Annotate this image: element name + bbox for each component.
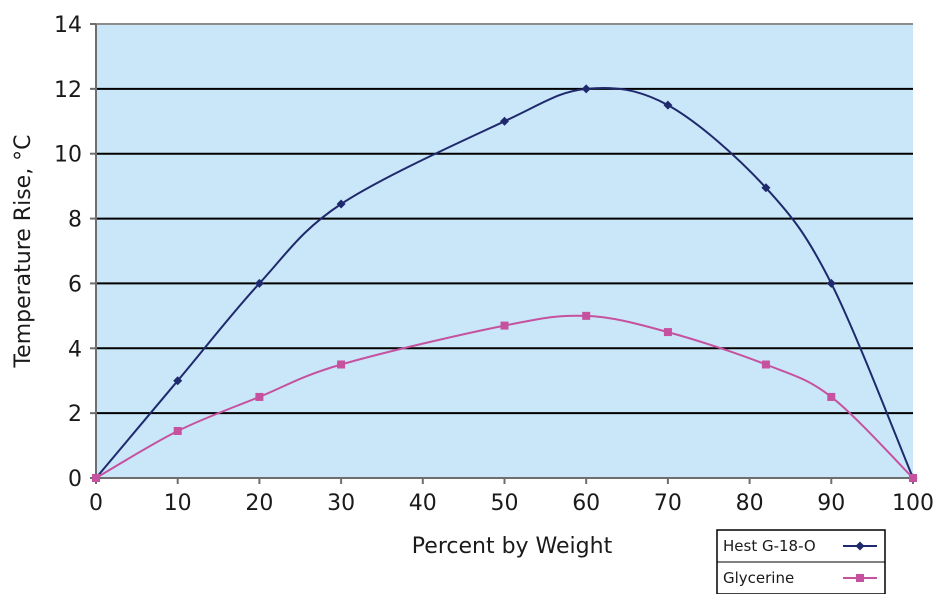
y-tick-label: 8: [68, 208, 82, 233]
y-tick-label: 4: [68, 337, 82, 362]
data-point: [500, 116, 509, 126]
x-tick-label: 10: [164, 491, 192, 516]
series-glycerine: [92, 311, 917, 482]
y-tick-label: 0: [68, 467, 82, 492]
tick-labels: 0 2 4 6 8 10 12 14 0 10 20 30 40 50 60 70 80 90 100: [54, 13, 934, 516]
data-point: [761, 183, 771, 193]
data-point: [92, 474, 100, 482]
legend-marker: [856, 574, 864, 582]
legend-entry: Hest G-18-O: [723, 537, 877, 555]
x-tick-label: 70: [654, 491, 682, 516]
y-axis-title: Temperature Rise, °C: [11, 134, 36, 368]
x-tick-label: 30: [327, 491, 355, 516]
series-layer: [91, 84, 918, 483]
legend-marker: [855, 541, 865, 551]
y-tick-label: 12: [54, 78, 82, 103]
data-point: [336, 199, 346, 209]
data-point: [173, 426, 182, 435]
legend: Hest G-18-O Glycerine: [716, 529, 886, 594]
legend-label: Glycerine: [723, 569, 794, 587]
series-line: [95, 86, 914, 479]
x-tick-label: 0: [89, 491, 103, 516]
data-point: [909, 474, 917, 482]
axes: [90, 23, 914, 484]
data-point: [827, 392, 836, 401]
x-tick-label: 40: [409, 491, 437, 516]
data-point: [826, 278, 836, 288]
gridlines: [96, 23, 913, 415]
plot-area: [96, 24, 913, 478]
y-tick-label: 2: [68, 402, 82, 427]
data-point: [761, 360, 770, 369]
data-point: [337, 360, 346, 369]
data-point: [254, 278, 264, 288]
legend-entry: Glycerine: [723, 569, 877, 587]
data-point: [663, 100, 673, 110]
y-tick-label: 6: [68, 272, 82, 297]
data-point: [582, 311, 591, 320]
x-tick-label: 80: [736, 491, 764, 516]
data-point: [255, 392, 264, 401]
series-line: [95, 314, 914, 479]
data-point: [581, 84, 591, 94]
x-axis-title: Percent by Weight: [412, 534, 613, 559]
x-tick-label: 50: [491, 491, 519, 516]
x-tick-label: 20: [245, 491, 273, 516]
x-tick-label: 60: [572, 491, 600, 516]
y-tick-label: 14: [54, 13, 82, 38]
x-tick-label: 90: [817, 491, 845, 516]
x-tick-label: 100: [892, 491, 934, 516]
y-tick-label: 10: [54, 143, 82, 168]
data-point: [173, 376, 183, 386]
legend-label: Hest G-18-O: [723, 537, 816, 555]
data-point: [663, 328, 672, 337]
data-point: [500, 321, 509, 330]
